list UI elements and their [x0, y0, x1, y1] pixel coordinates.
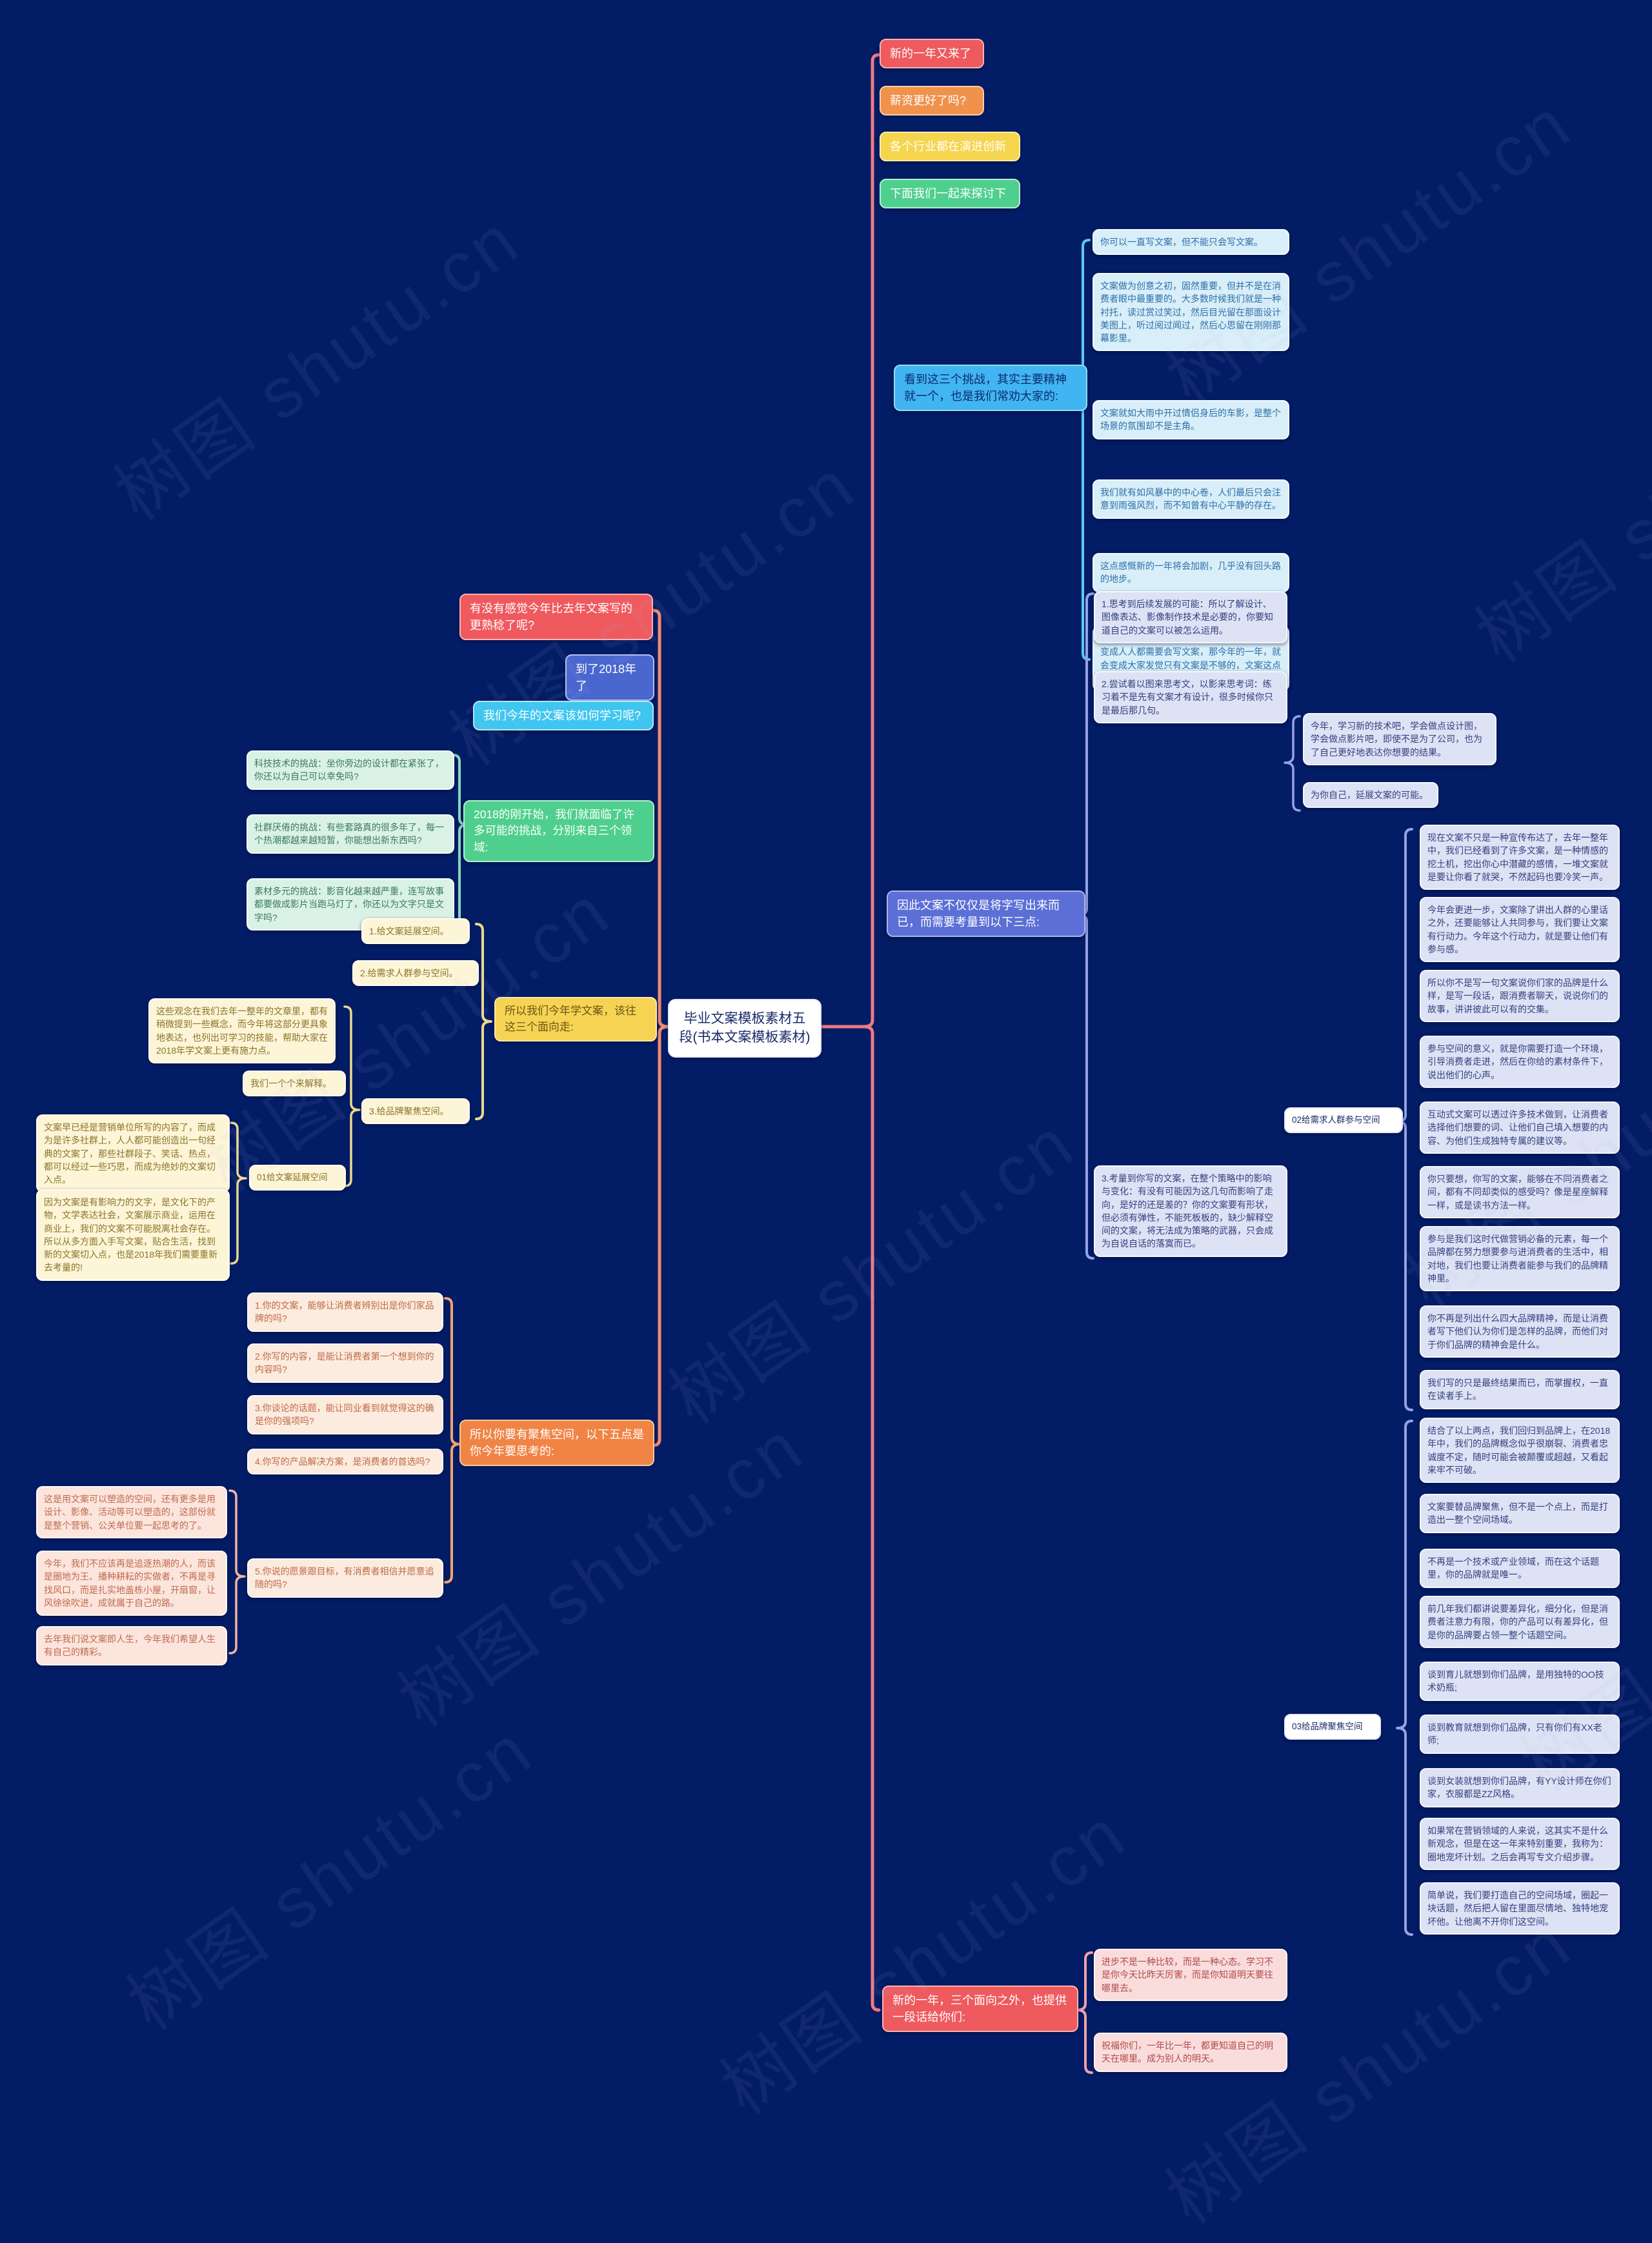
node-p4[interactable]: 因为文案是有影响力的文字，是文化下的产物，文学表达社会，文案展示商业，运用在商业… — [36, 1189, 230, 1281]
node-k1[interactable]: 今年，学习新的技术吧，学会做点设计图，学会做点影片吧，即使不是为了公司，也为了自… — [1303, 713, 1496, 765]
connector-brace-bS — [1076, 1951, 1093, 2074]
node-b2[interactable]: 文案做为创意之初，固然重要，但并不是在消费者眼中最重要的。大多数时候我们就是一种… — [1093, 273, 1289, 352]
node-e3[interactable]: 不再是一个技术或产业领域，而在这个话题里，你的品牌就是唯一。 — [1420, 1549, 1620, 1588]
node-m1[interactable]: 科技技术的挑战：坐你旁边的设计都在紧张了，你还以为自己可以幸免吗? — [247, 750, 454, 790]
node-g3[interactable]: 我们今年的文案该如何学习呢? — [473, 701, 654, 731]
node-e6[interactable]: 谈到教育就想到你们品牌，只有你们有XX老师; — [1420, 1715, 1620, 1754]
node-a4[interactable]: 下面我们一起来探讨下 — [880, 179, 1020, 209]
connector-brace-bC — [475, 923, 492, 1120]
connector-brace-bQ — [444, 1297, 461, 1584]
node-h1[interactable]: 所以我们今年学文案，该往这三个面向走: — [494, 997, 657, 1042]
node-q5[interactable]: 5.你说的愿景跟目标，有消费者相信并愿意追随的吗? — [247, 1558, 443, 1598]
node-e1[interactable]: 结合了以上两点，我们回归到品牌上，在2018年中，我们的品牌概念似乎很崩裂、消费… — [1420, 1418, 1620, 1484]
node-b5[interactable]: 这点感慨新的一年将会加剧，几乎没有回头路的地步。 — [1093, 553, 1289, 592]
connector-brace-bK — [1284, 715, 1301, 812]
node-b4[interactable]: 我们就有如风暴中的中心卷，人们最后只会注意到雨强风烈，而不知曾有中心平静的存在。 — [1093, 479, 1289, 519]
node-d7[interactable]: 参与是我们这时代做营销必备的元素，每一个品牌都在努力想要参与进消费者的生活中，相… — [1420, 1226, 1620, 1292]
node-c3[interactable]: 3.给品牌聚焦空间。 — [361, 1098, 470, 1125]
node-q3[interactable]: 3.你谈论的话题，能让同业看到就觉得这的确是你的强项吗? — [247, 1395, 443, 1434]
node-s2[interactable]: 祝福你们，一年比一年，都更知道自己的明天在哪里。成为别人的明天。 — [1094, 2033, 1287, 2072]
node-d9[interactable]: 我们写的只是最终结果而已，而掌握权，一直在读者手上。 — [1420, 1370, 1620, 1409]
node-b3[interactable]: 文案就如大雨中开过情侣身后的车影，是整个场景的氛围却不是主角。 — [1093, 400, 1289, 439]
node-e7[interactable]: 谈到女装就想到你们品牌，有YY设计师在你们家，衣服都是ZZ风格。 — [1420, 1768, 1620, 1807]
connector-brace-bP — [343, 1005, 361, 1187]
node-e8[interactable]: 如果常在营销领域的人来说，这其实不是什么新观念，但是在这一年来特别重要，我称为：… — [1420, 1818, 1620, 1870]
node-p2[interactable]: 我们一个个来解释。 — [243, 1071, 346, 1097]
node-l03[interactable]: 03给品牌聚焦空间 — [1284, 1714, 1381, 1740]
node-h2[interactable]: 所以你要有聚焦空间，以下五点是你今年要思考的: — [459, 1420, 654, 1467]
node-q2[interactable]: 2.你写的内容，是能让消费者第一个想到你的内容吗? — [247, 1343, 443, 1383]
connector-brace-bR — [228, 1489, 246, 1655]
node-f3[interactable]: 3.考量到你写的文案，在整个策略中的影响与变化：有没有可能因为这几句而影响了走向… — [1094, 1165, 1287, 1257]
node-q4[interactable]: 4.你写的产品解决方案，是消费者的首选吗? — [247, 1449, 443, 1475]
node-d5[interactable]: 互动式文案可以透过许多技术做到，让消费者选择他们想要的词、让他们自己填入想要的内… — [1420, 1101, 1620, 1154]
node-r2[interactable]: 今年，我们不应该再是追逐热潮的人，而该是圈地为王、播种耕耘的实做者，不再是寻找风… — [36, 1551, 227, 1616]
central-topic-node[interactable]: 毕业文案模板素材五段(书本文案模板素材) — [668, 999, 821, 1058]
node-s1[interactable]: 进步不是一种比较，而是一种心态。学习不是你今天比昨天厉害，而是你知道明天要往哪里… — [1094, 1949, 1287, 2001]
node-c1[interactable]: 1.给文案延展空间。 — [361, 918, 470, 945]
connector-brace-spine — [862, 53, 881, 2012]
node-g2[interactable]: 到了2018年了 — [565, 654, 654, 701]
node-e4[interactable]: 前几年我们都讲说要差异化，细分化，但是消费者注意力有限，你的产品可以有差异化，但… — [1420, 1596, 1620, 1648]
node-a2[interactable]: 薪资更好了吗? — [880, 86, 984, 116]
node-l01[interactable]: 01给文案延展空间 — [249, 1165, 346, 1191]
node-e5[interactable]: 谈到育儿就想到你们品牌，是用独特的OO技术奶瓶; — [1420, 1662, 1620, 1701]
node-q1[interactable]: 1.你的文案，能够让消费者辨别出是你们家品牌的吗? — [247, 1292, 443, 1332]
mindmap-canvas: 毕业文案模板素材五段(书本文案模板素材) 新的一年又来了 薪资更好了吗? 各个行业都… — [36, 39, 1652, 2238]
node-k2[interactable]: 为你自己，延展文案的可能。 — [1303, 782, 1438, 809]
node-a1[interactable]: 新的一年又来了 — [880, 39, 984, 69]
node-e9[interactable]: 简单说，我们要打造自己的空间场域，圈起一块话题，然后把人留在里面尽情地、独特地宠… — [1420, 1882, 1620, 1935]
node-f2[interactable]: 2.尝试着以图来思考文，以影来思考词：练习着不是先有文案才有设计，很多时候你只是… — [1094, 671, 1287, 723]
node-d8[interactable]: 你不再是列出什么四大品牌精神，而是让消费者写下他们认为你们是怎样的品牌，而他们对… — [1420, 1305, 1620, 1358]
node-r1[interactable]: 这是用文案可以塑造的空间，还有更多是用设计、影像、活动等可以塑造的，这部份就是整… — [36, 1486, 227, 1538]
node-m2[interactable]: 社群厌倦的挑战：有些套路真的很多年了，每一个热潮都越来越短暂，你能想出新东西吗? — [247, 814, 454, 854]
node-g1[interactable]: 有没有感觉今年比去年文案写的更熟稔了呢? — [459, 594, 653, 641]
node-d1[interactable]: 现在文案不只是一种宣传布达了，去年一整年中，我们已经看到了许多文案，是一种情感的… — [1420, 825, 1620, 890]
node-d3[interactable]: 所以你不是写一句文案说你们家的品牌是什么样，是写一段话，跟消费者聊天，说说你们的… — [1420, 970, 1620, 1022]
node-d4[interactable]: 参与空间的意义，就是你需要打造一个环境，引导消费者走进，然后在你给的素材条件下，… — [1420, 1036, 1620, 1088]
node-d2[interactable]: 今年会更进一步，文案除了讲出人群的心里话之外，还要能够让人共同参与，我们要让文案… — [1420, 897, 1620, 963]
node-d6[interactable]: 你只要想，你写的文案，能够在不同消费者之间，都有不同却类似的感受吗？像是星座解释… — [1420, 1166, 1620, 1218]
node-bh[interactable]: 看到这三个挑战，其实主要精神就一个，也是我们常劝大家的: — [894, 365, 1087, 412]
node-c2[interactable]: 2.给需求人群参与空间。 — [352, 960, 479, 987]
node-a3[interactable]: 各个行业都在演进创新 — [880, 132, 1020, 162]
node-p3[interactable]: 文案早已经是营销单位所写的内容了，而成为是许多社群上，人人都可能创造出一句经典的… — [36, 1114, 230, 1193]
node-f1[interactable]: 1.思考到后续发展的可能：所以了解设计、图像表达、影像制作技术是必要的，你要知道… — [1094, 591, 1287, 643]
node-l02[interactable]: 02给需求人群参与空间 — [1284, 1107, 1403, 1133]
node-e2[interactable]: 文案要替品牌聚焦，但不是一个点上，而是打造出一整个空间场域。 — [1420, 1494, 1620, 1533]
node-r3[interactable]: 去年我们说文案即人生，今年我们希望人生有自己的精彩。 — [36, 1626, 227, 1665]
node-b1[interactable]: 你可以一直写文案，但不能只会写文案。 — [1093, 229, 1289, 256]
connector-brace-bP34 — [230, 1122, 247, 1265]
node-ph[interactable]: 因此文案不仅仅是将字写出来而已，而需要考量到以下三点: — [887, 890, 1085, 938]
connector-brace-bE — [1396, 1420, 1413, 1936]
node-h3[interactable]: 新的一年，三个面向之外，也提供一段话给你们: — [882, 1986, 1078, 2033]
node-gh[interactable]: 2018的刚开始，我们就面临了许多可能的挑战，分别来自三个领域: — [463, 800, 654, 863]
node-p1[interactable]: 这些观念在我们去年一整年的文章里，都有稍微提到一些概念，而今年将这部分更具象地表… — [148, 998, 336, 1064]
